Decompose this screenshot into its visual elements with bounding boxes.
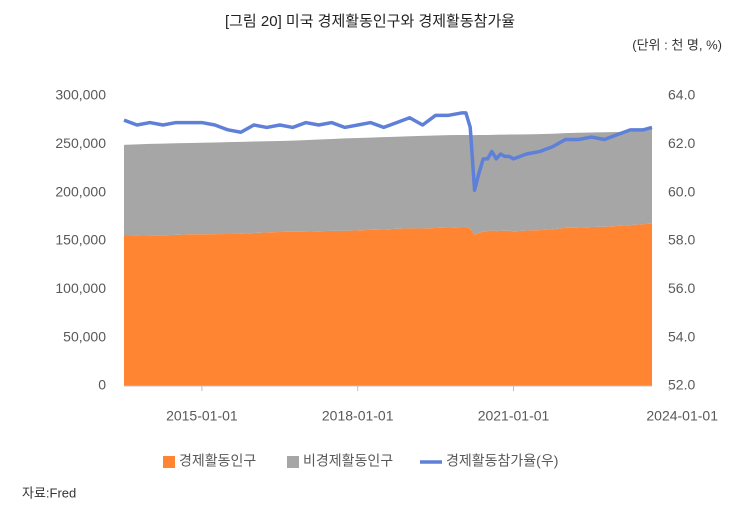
area <box>124 223 652 386</box>
y-tick-label: 100,000 <box>55 280 106 296</box>
y2-tick-label: 64.0 <box>668 87 695 103</box>
source-note: 자료:Fred <box>22 485 76 500</box>
x-tick-label: 2018-01-01 <box>322 408 394 424</box>
y2-tick-label: 60.0 <box>668 183 695 199</box>
line <box>123 111 653 192</box>
legend-label: 경제활동참가율(우) <box>446 453 558 469</box>
y-tick-label: 0 <box>98 377 106 393</box>
y-tick-label: 200,000 <box>55 183 106 199</box>
y-tick-label: 150,000 <box>55 232 106 248</box>
y2-tick-label: 52.0 <box>668 377 695 393</box>
y-tick-label: 300,000 <box>55 87 106 103</box>
unit-note: (단위 : 천 명, %) <box>632 37 722 52</box>
x-tick-label: 2024-01-01 <box>646 408 718 424</box>
legend-swatch <box>163 456 175 468</box>
area <box>124 128 652 236</box>
y-tick-label: 50,000 <box>63 328 106 344</box>
y2-tick-label: 58.0 <box>668 232 695 248</box>
legend-label: 경제활동인구 <box>179 453 256 469</box>
x-tick-label: 2021-01-01 <box>478 408 550 424</box>
y2-tick-label: 54.0 <box>668 328 695 344</box>
y-tick-label: 250,000 <box>55 135 106 151</box>
x-tick-label: 2015-01-01 <box>166 408 238 424</box>
legend-label: 비경제활동인구 <box>303 453 393 469</box>
legend-swatch <box>287 456 299 468</box>
y2-tick-label: 56.0 <box>668 280 695 296</box>
y2-tick-label: 62.0 <box>668 135 695 151</box>
chart-title: [그림 20] 미국 경제활동인구와 경제활동참가율 <box>225 13 515 30</box>
